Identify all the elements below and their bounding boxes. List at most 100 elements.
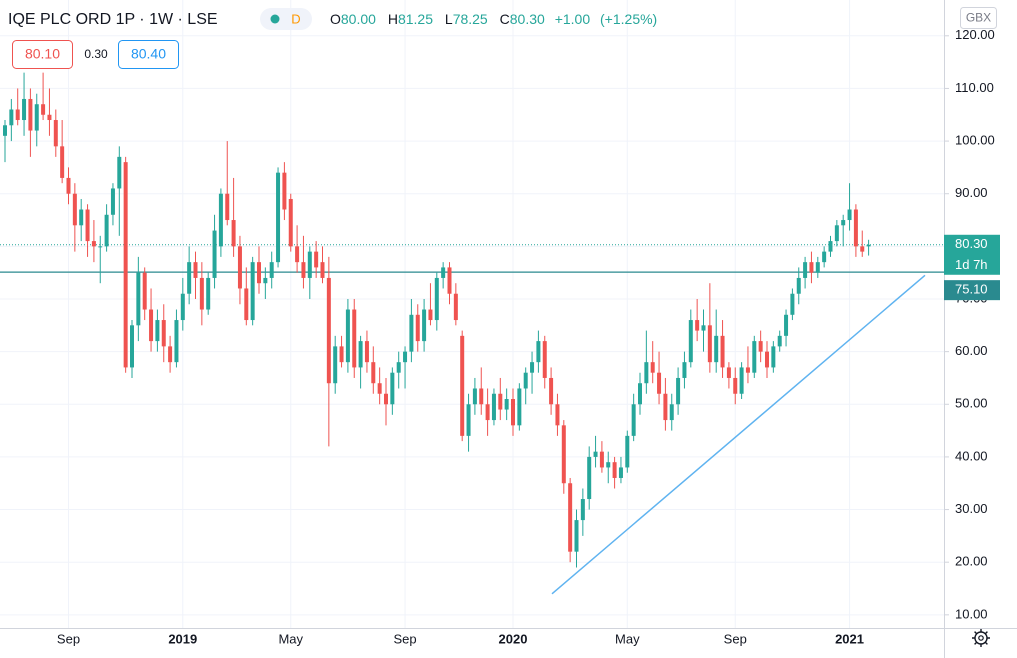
candle-body — [47, 114, 52, 121]
axes: 10.0020.0030.0040.0050.0060.0070.0080.00… — [57, 27, 1000, 646]
candle-body — [155, 320, 160, 342]
candle-body — [561, 425, 566, 484]
candle-body — [180, 293, 185, 321]
candle-body — [733, 377, 738, 394]
candle-body — [765, 351, 769, 368]
candle-body — [422, 309, 427, 342]
candle-body — [625, 435, 630, 468]
candle-body — [333, 346, 338, 384]
candle-body — [479, 388, 484, 405]
candle-body — [390, 372, 395, 405]
candle-body — [136, 272, 141, 326]
ohlc-key: L — [445, 11, 453, 27]
candle-body — [384, 393, 388, 405]
candle-body — [415, 314, 420, 342]
candle-body — [130, 325, 134, 368]
candle-body — [599, 451, 604, 468]
candle-body — [517, 388, 522, 426]
countdown: 1d 7h — [955, 257, 988, 272]
candle-body — [745, 367, 750, 373]
y-tick-label: 20.00 — [955, 554, 988, 569]
candle-body — [9, 109, 14, 126]
change-percent: (+1.25%) — [600, 11, 657, 27]
candle-body — [834, 225, 839, 242]
candle-body — [117, 156, 122, 189]
currency[interactable]: GBX — [966, 11, 991, 25]
candle-body — [707, 325, 712, 363]
candle-body — [320, 262, 325, 278]
ohlc-value: 78.25 — [453, 11, 488, 27]
ohlc-value: 80.30 — [510, 11, 545, 27]
candle-body — [79, 209, 84, 226]
candle-body — [345, 309, 350, 363]
ohlc-key: O — [330, 11, 341, 27]
candle-body — [688, 320, 693, 363]
candle-body — [549, 377, 554, 405]
candle-body — [555, 404, 560, 426]
change: +1.00 — [555, 11, 591, 27]
x-tick-label: 2020 — [499, 631, 528, 646]
bid-price[interactable]: 80.10 — [25, 46, 60, 62]
candle-body — [771, 346, 776, 368]
candle-body — [803, 262, 808, 278]
candle-body — [498, 393, 503, 410]
candle-body — [364, 341, 369, 363]
candle-body — [377, 383, 382, 394]
ohlc-value: 81.25 — [398, 11, 433, 27]
candle-body — [371, 362, 376, 384]
y-tick-label: 60.00 — [955, 343, 988, 358]
settings-icon[interactable] — [972, 629, 990, 647]
candle-body — [212, 230, 217, 278]
candle-body — [853, 209, 858, 247]
candle-body — [790, 293, 795, 315]
candle-body — [726, 367, 731, 378]
overlays — [0, 244, 944, 595]
buy-box[interactable] — [118, 40, 179, 69]
candle-body — [530, 362, 535, 373]
candle-body — [15, 109, 20, 121]
candle-body — [269, 262, 274, 278]
candle-body — [682, 362, 687, 378]
candle-body — [650, 362, 655, 373]
x-tick-label: 2019 — [168, 631, 197, 646]
candle-body — [104, 214, 109, 247]
sell-box[interactable] — [12, 40, 73, 69]
currency-box[interactable] — [960, 7, 997, 29]
candle-body — [815, 262, 820, 273]
y-tick-label: 40.00 — [955, 448, 988, 463]
candle-body — [231, 220, 236, 247]
x-tick-label: 2021 — [835, 631, 864, 646]
candle-body — [326, 277, 331, 384]
candle-body — [466, 404, 471, 436]
ohlc-key: C — [500, 11, 510, 27]
ohlc-value: 80.00 — [341, 11, 376, 27]
ask-price[interactable]: 80.40 — [131, 46, 166, 62]
candle-body — [847, 209, 852, 221]
candle-body — [288, 198, 293, 247]
x-tick-label: May — [615, 631, 640, 646]
y-tick-label: 90.00 — [955, 185, 988, 200]
gear-hub[interactable] — [978, 635, 984, 641]
delay-badge: D — [291, 11, 300, 26]
gear-teeth[interactable] — [972, 629, 990, 647]
candle-body — [809, 262, 814, 273]
candle-body — [168, 346, 173, 363]
y-tick-label: 50.00 — [955, 396, 988, 411]
candle-body — [593, 451, 598, 457]
x-tick-label: May — [278, 631, 303, 646]
candle-body — [3, 125, 7, 136]
candle-body — [314, 251, 319, 268]
candle-body — [472, 388, 477, 405]
candle-body — [174, 320, 179, 363]
candle-body — [91, 241, 96, 247]
chart-title: IQE PLC ORD 1P · 1W · LSE — [8, 11, 218, 28]
candle-body — [669, 404, 674, 421]
candle-body — [714, 335, 719, 363]
candle-body — [358, 341, 363, 368]
candle-body — [60, 146, 65, 178]
candle-body — [695, 320, 700, 331]
candle-body — [447, 267, 452, 294]
candle-body — [72, 193, 77, 226]
candle-body — [339, 346, 344, 363]
